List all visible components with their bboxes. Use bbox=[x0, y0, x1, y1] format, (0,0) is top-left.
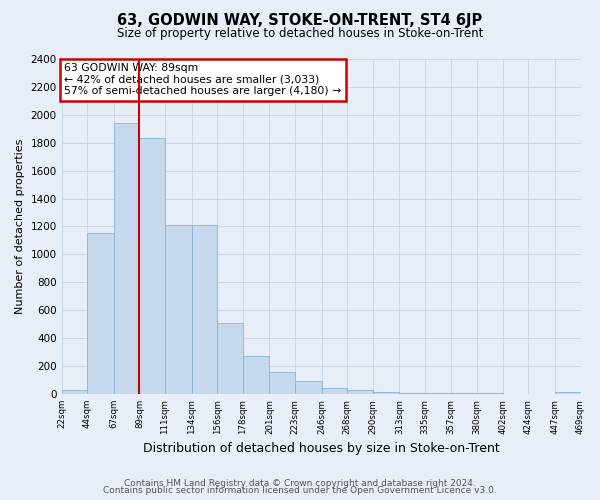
Bar bbox=[295, 380, 322, 394]
Bar bbox=[400, 393, 425, 394]
Bar bbox=[191, 225, 217, 394]
Y-axis label: Number of detached properties: Number of detached properties bbox=[15, 139, 25, 314]
Bar bbox=[165, 225, 191, 394]
Bar bbox=[217, 323, 243, 394]
Bar bbox=[87, 234, 114, 394]
Text: Contains HM Land Registry data © Crown copyright and database right 2024.: Contains HM Land Registry data © Crown c… bbox=[124, 478, 476, 488]
Bar bbox=[114, 123, 139, 394]
Bar bbox=[269, 372, 295, 394]
Text: Contains public sector information licensed under the Open Government Licence v3: Contains public sector information licen… bbox=[103, 486, 497, 495]
Text: 63 GODWIN WAY: 89sqm
← 42% of detached houses are smaller (3,033)
57% of semi-de: 63 GODWIN WAY: 89sqm ← 42% of detached h… bbox=[64, 63, 341, 96]
Text: 63, GODWIN WAY, STOKE-ON-TRENT, ST4 6JP: 63, GODWIN WAY, STOKE-ON-TRENT, ST4 6JP bbox=[118, 12, 482, 28]
Bar bbox=[139, 138, 165, 394]
X-axis label: Distribution of detached houses by size in Stoke-on-Trent: Distribution of detached houses by size … bbox=[143, 442, 499, 455]
Bar bbox=[425, 393, 451, 394]
Bar bbox=[347, 390, 373, 394]
Bar bbox=[322, 388, 347, 394]
Bar bbox=[555, 392, 581, 394]
Bar bbox=[62, 390, 87, 394]
Bar bbox=[373, 392, 400, 394]
Text: Size of property relative to detached houses in Stoke-on-Trent: Size of property relative to detached ho… bbox=[117, 28, 483, 40]
Bar bbox=[243, 356, 269, 394]
